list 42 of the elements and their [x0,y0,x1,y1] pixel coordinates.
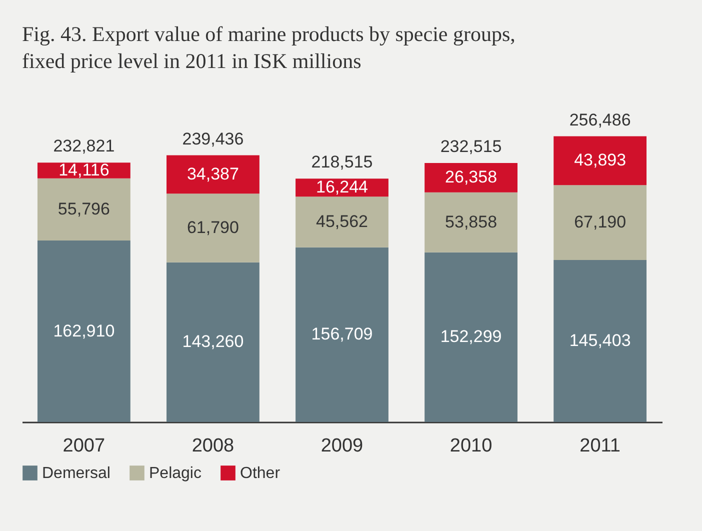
data-label: 145,403 [569,331,631,350]
data-label: 55,796 [58,199,110,218]
bar [296,196,388,248]
bar [37,240,130,422]
bar [166,194,260,262]
data-label: 156,709 [311,324,373,344]
bar [424,162,518,192]
total-label: 218,515 [311,152,373,172]
x-tick-label: 2008 [192,436,234,456]
data-label: 43,893 [574,150,626,170]
x-tick-label: 2007 [62,436,106,456]
bar [554,185,647,260]
bar [166,262,260,422]
data-label: 16,244 [316,178,368,197]
total-label: 239,436 [182,129,244,148]
legend-label: Other [240,465,281,482]
total-label: 232,515 [440,136,502,156]
x-tick-label: 2011 [580,436,620,456]
bar [554,136,647,186]
x-tick-label: 2009 [320,436,364,456]
data-label: 26,358 [445,168,498,187]
bar [166,155,260,194]
legend-label: Demersal [42,465,110,482]
data-label: 162,910 [53,321,115,340]
total-label: 256,486 [569,110,631,130]
total-label: 232,821 [53,136,115,156]
x-tick-label: 2010 [450,436,492,456]
data-label: 53,858 [445,212,498,232]
bar [554,260,647,422]
data-label: 67,190 [574,212,626,232]
data-label: 34,387 [186,164,239,184]
legend-label: Pelagic [149,465,202,482]
bar [296,247,388,422]
bar [424,192,518,252]
data-label: 61,790 [186,218,239,237]
data-label: 45,562 [316,212,368,232]
chart-title: Fig. 43. Export value of marine products by specie groups, fixed price level in 2011 in ISK millions [22,22,516,73]
data-label: 14,116 [58,160,110,180]
bar [37,178,130,241]
data-label: 143,260 [182,332,244,352]
bar [424,252,518,422]
data-label: 152,299 [440,327,502,346]
